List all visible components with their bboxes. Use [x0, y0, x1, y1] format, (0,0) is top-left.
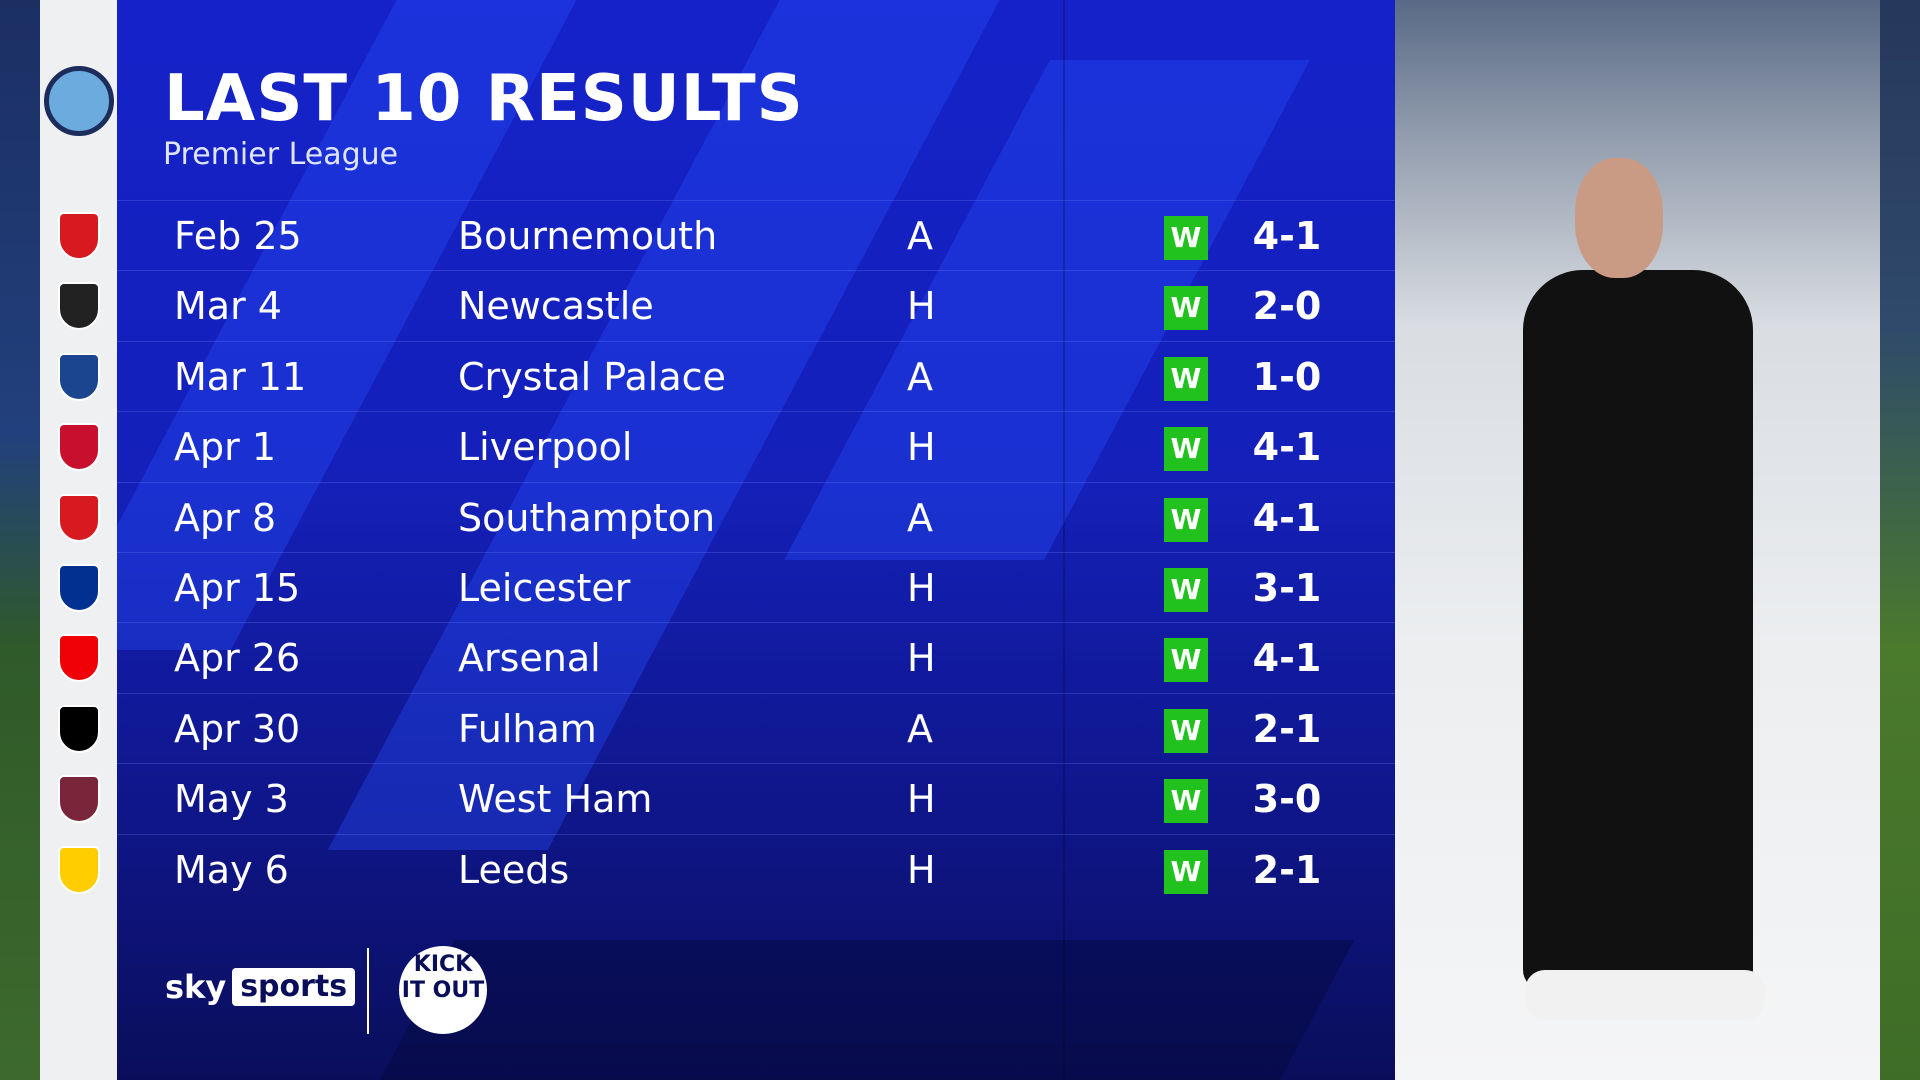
score: 4-1	[1252, 425, 1322, 470]
result-row: Apr 30 Fulham A W 2-1	[117, 692, 1395, 763]
result-badge: W	[1164, 568, 1208, 612]
logo-divider	[367, 948, 369, 1034]
score: 2-1	[1252, 706, 1322, 751]
match-date: Apr 8	[174, 495, 276, 540]
leicester-crest	[57, 564, 100, 612]
opponent-name: Newcastle	[458, 284, 654, 329]
match-date: Feb 25	[174, 214, 302, 258]
result-row: May 3 West Ham H W 3-0	[117, 763, 1395, 833]
background-stripe	[379, 940, 1355, 1080]
opponent-name: Leeds	[458, 847, 570, 892]
venue: H	[907, 425, 936, 470]
west-ham-crest	[57, 775, 100, 824]
match-date: Mar 11	[174, 354, 307, 399]
result-badge: W	[1164, 779, 1208, 824]
manager-head	[1575, 158, 1663, 278]
venue: H	[907, 566, 936, 610]
manager-figure	[1523, 270, 1753, 990]
manchester-city-crest	[43, 66, 114, 136]
match-date: Apr 30	[174, 706, 301, 751]
venue: H	[907, 636, 936, 681]
opponent-name: West Ham	[458, 777, 653, 822]
result-badge: W	[1164, 708, 1208, 753]
result-row: Apr 1 Liverpool H W 4-1	[117, 411, 1395, 481]
opponent-name: Crystal Palace	[458, 354, 726, 399]
manager-photo	[1395, 0, 1880, 1080]
leeds-crest	[57, 845, 100, 894]
opponent-name: Bournemouth	[458, 214, 718, 258]
page-title: LAST 10 RESULTS	[164, 62, 804, 136]
opponent-name: Arsenal	[458, 636, 601, 681]
score: 1-0	[1252, 354, 1322, 399]
venue: H	[907, 284, 936, 329]
venue: A	[907, 495, 933, 540]
match-date: Apr 15	[174, 566, 301, 610]
venue: A	[907, 214, 933, 258]
result-row: May 6 Leeds H W 2-1	[117, 833, 1395, 904]
venue: H	[907, 847, 936, 892]
result-row: Apr 26 Arsenal H W 4-1	[117, 622, 1395, 692]
score: 4-1	[1252, 495, 1322, 540]
arsenal-crest	[57, 634, 100, 683]
result-badge: W	[1164, 356, 1208, 401]
venue: A	[907, 706, 933, 751]
result-badge: W	[1164, 638, 1208, 683]
venue: A	[907, 354, 933, 399]
result-badge: W	[1164, 286, 1208, 331]
stadium-background-left	[0, 0, 40, 1080]
opponent-name: Liverpool	[458, 425, 633, 470]
result-badge: W	[1164, 497, 1208, 542]
opponent-name: Leicester	[458, 566, 631, 610]
score: 3-0	[1252, 777, 1322, 822]
venue: H	[907, 777, 936, 822]
result-row: Apr 8 Southampton A W 4-1	[117, 481, 1395, 552]
result-badge: W	[1164, 216, 1208, 260]
kick-it-out-logo: KICK IT OUT	[399, 946, 487, 1034]
bournemouth-crest	[57, 212, 100, 260]
results-panel: LAST 10 RESULTS Premier League Feb 25 Bo…	[117, 0, 1395, 1080]
match-date: Apr 26	[174, 636, 301, 681]
result-row: Mar 11 Crystal Palace A W 1-0	[117, 340, 1395, 411]
opponent-name: Fulham	[458, 706, 597, 751]
result-row: Apr 15 Leicester H W 3-1	[117, 552, 1395, 622]
score: 3-1	[1252, 566, 1322, 610]
result-badge: W	[1164, 849, 1208, 894]
opponent-name: Southampton	[458, 495, 716, 540]
manager-shoes	[1525, 970, 1765, 1020]
sky-sports-logo: sky sports	[165, 968, 356, 1006]
competition-subtitle: Premier League	[163, 137, 399, 172]
score: 2-1	[1252, 847, 1322, 892]
southampton-crest	[57, 493, 100, 542]
score: 4-1	[1252, 636, 1322, 681]
newcastle-crest	[57, 282, 100, 331]
stadium-background-right	[1880, 0, 1920, 1080]
panel-divider	[1063, 0, 1065, 1080]
liverpool-crest	[57, 423, 100, 472]
match-date: Apr 1	[174, 425, 276, 470]
score: 2-0	[1252, 284, 1322, 329]
score: 4-1	[1252, 214, 1322, 258]
match-date: May 6	[174, 847, 289, 892]
crystal-palace-crest	[57, 352, 100, 401]
result-row: Feb 25 Bournemouth A W 4-1	[117, 200, 1395, 270]
result-badge: W	[1164, 427, 1208, 472]
result-row: Mar 4 Newcastle H W 2-0	[117, 270, 1395, 340]
match-date: May 3	[174, 777, 289, 822]
fulham-crest	[57, 704, 100, 753]
crest-sidebar	[40, 0, 117, 1080]
match-date: Mar 4	[174, 284, 282, 329]
